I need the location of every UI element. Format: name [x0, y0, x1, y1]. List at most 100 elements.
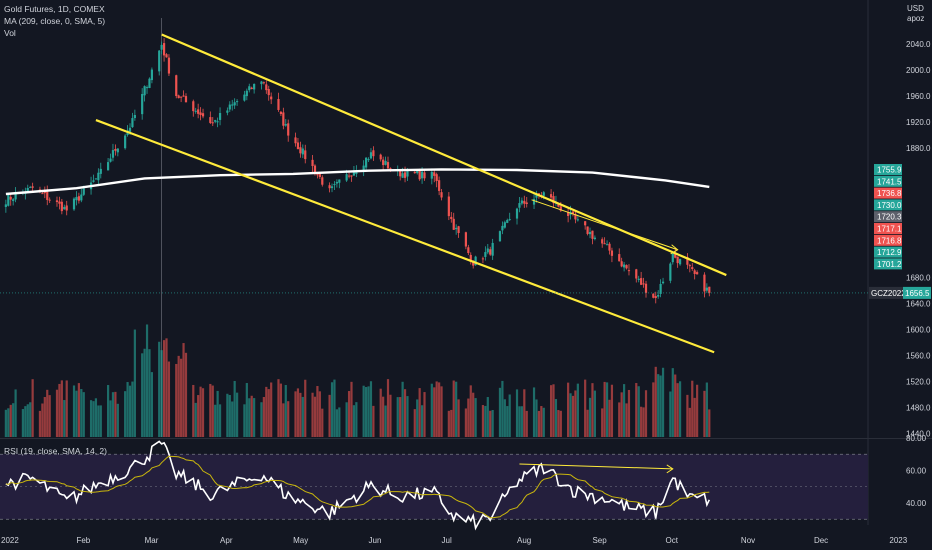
time-tick-label: Mar: [145, 536, 159, 545]
candle-body: [216, 121, 219, 123]
trend-line[interactable]: [531, 199, 678, 251]
candle-body: [279, 111, 283, 114]
vol-label[interactable]: Vol: [4, 28, 16, 38]
candle-body: [659, 283, 662, 294]
time-tick-label: Jul: [442, 536, 452, 545]
candle-body: [12, 199, 15, 202]
candle-body: [588, 232, 592, 235]
volume-bar: [48, 395, 51, 437]
ma-label[interactable]: MA (209, close, 0, SMA, 5): [4, 16, 106, 26]
volume-bar: [114, 391, 117, 437]
volume-bar: [559, 410, 562, 437]
volume-bar: [637, 386, 640, 437]
candle-body: [386, 162, 390, 169]
volume-bar: [352, 405, 356, 437]
time-tick-label: May: [293, 536, 308, 545]
candle-body: [438, 180, 441, 191]
candle-body: [457, 226, 460, 234]
volume-bar: [141, 353, 144, 437]
volume-bar: [591, 383, 594, 437]
candle-body: [542, 192, 545, 196]
last-price-box: [903, 286, 931, 299]
candle-body: [287, 123, 290, 136]
candle-body: [501, 225, 504, 231]
candle-body: [330, 186, 334, 189]
candle-body: [58, 201, 61, 204]
candle-body: [508, 219, 511, 221]
trend-line[interactable]: [161, 33, 727, 277]
trend-channel[interactable]: [95, 33, 727, 354]
volume-bar: [233, 380, 236, 437]
volume-bar: [515, 389, 519, 437]
price-label-box: [874, 223, 902, 234]
candle-body: [199, 112, 202, 116]
volume-bar: [642, 407, 645, 437]
volume-bar: [228, 395, 231, 437]
rsi-legend[interactable]: RSI (19, close, SMA, 14, 2): [4, 446, 107, 456]
volume-bar: [484, 405, 487, 437]
candle-body: [162, 43, 166, 56]
candle-body: [282, 112, 285, 126]
price-label-box: [874, 234, 902, 246]
volume-bar: [145, 324, 149, 437]
candle-body: [97, 172, 100, 181]
symbol-label[interactable]: Gold Futures, 1D, COMEX: [4, 4, 105, 14]
volume-bar: [182, 343, 185, 437]
candle-body: [552, 196, 555, 204]
price-label-box: [874, 258, 902, 270]
volume-bar: [282, 403, 285, 437]
candle-body: [167, 57, 171, 74]
last-price-text: 1656.5: [905, 289, 930, 298]
candle-body: [41, 193, 44, 195]
price-tick-label: 1680.0: [906, 274, 931, 283]
candle-body: [350, 175, 353, 177]
price-label-text: 1716.8: [877, 236, 902, 245]
candle-body: [60, 201, 63, 212]
volume-bar: [542, 407, 545, 437]
candle-body: [455, 227, 458, 230]
candle-body: [233, 102, 236, 106]
candle-body: [447, 196, 450, 217]
rsi-trend-line: [519, 463, 673, 470]
volume-bar: [365, 387, 368, 437]
volume-bar: [296, 388, 300, 437]
volume-bar: [194, 402, 197, 437]
candle-body: [143, 86, 146, 96]
candle-body: [413, 171, 416, 174]
candle-body: [262, 82, 265, 84]
volume-bar: [321, 408, 324, 437]
candle-body: [94, 178, 98, 180]
candle-body: [671, 253, 674, 263]
volume-bar: [418, 388, 421, 437]
volume-bar: [253, 398, 256, 437]
price-tick-label: 1520.0: [906, 377, 931, 386]
price-label-box: [874, 164, 902, 175]
volume-bar: [464, 408, 467, 437]
candle-body: [245, 90, 248, 97]
volume-bar: [89, 400, 93, 437]
candle-body: [231, 104, 234, 106]
volume-bar: [447, 410, 450, 437]
candle-body: [177, 95, 180, 99]
volume-bar: [197, 395, 200, 437]
volume-bar: [284, 385, 287, 437]
price-tick-label: 1960.0: [906, 92, 931, 101]
volume-bar: [58, 383, 61, 437]
candle-body: [593, 237, 596, 240]
candle-body: [474, 256, 477, 266]
volume-bar: [406, 396, 409, 437]
candle-body: [106, 162, 110, 171]
candle-body: [194, 110, 197, 112]
volume-bar: [433, 387, 436, 437]
candle-body: [525, 202, 528, 205]
trend-line[interactable]: [95, 119, 715, 354]
volume-bar: [674, 374, 677, 437]
volume-bar: [708, 409, 711, 437]
volume-bar: [160, 350, 163, 437]
candle-body: [435, 174, 438, 182]
candle-body: [316, 174, 319, 176]
candle-body: [80, 194, 83, 201]
scale-mode[interactable]: apoz: [907, 14, 925, 23]
volume-bar: [571, 395, 575, 437]
